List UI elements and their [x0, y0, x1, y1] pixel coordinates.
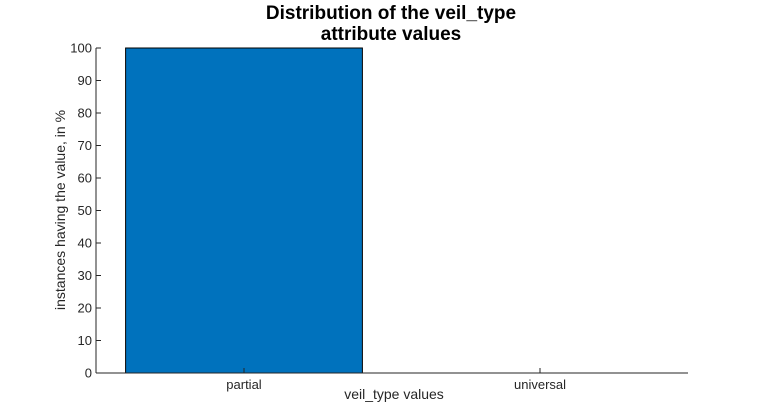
chart-title-line-2: attribute values [321, 24, 461, 45]
y-axis-ticks: 0 10 20 30 40 50 60 70 80 90 100 [70, 41, 101, 381]
x-tick-label-universal: universal [514, 377, 566, 392]
x-axis-label: veil_type values [344, 386, 444, 402]
bars [125, 47, 363, 374]
y-tick-label: 20 [78, 301, 92, 316]
y-tick-label: 40 [78, 236, 92, 251]
chart-title: Distribution of the veil_type attribute … [266, 3, 516, 45]
y-tick-label: 90 [78, 73, 92, 88]
y-tick-label: 60 [78, 171, 92, 186]
y-tick-label: 80 [78, 106, 92, 121]
x-axis-ticks: partial universal [226, 368, 566, 392]
y-tick-label: 30 [78, 268, 92, 283]
bar-partial [125, 47, 363, 374]
y-tick-label: 50 [78, 203, 92, 218]
x-tick-label-partial: partial [226, 377, 262, 392]
chart-title-line-1: Distribution of the veil_type [266, 3, 516, 24]
y-tick-label: 0 [85, 366, 92, 381]
y-tick-label: 10 [78, 333, 92, 348]
y-axis-label: instances having the value, in % [52, 110, 68, 310]
y-tick-label: 70 [78, 138, 92, 153]
y-tick-label: 100 [70, 41, 92, 56]
